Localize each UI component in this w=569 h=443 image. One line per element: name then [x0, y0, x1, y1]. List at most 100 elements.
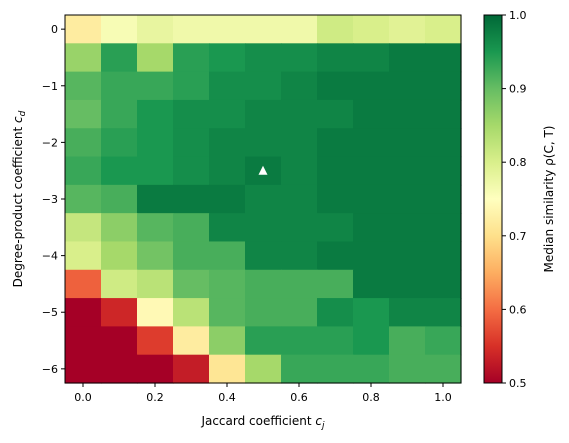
y-axis-ticks: 0 −1 −2 −3 −4 −5 −6	[42, 23, 65, 376]
heatmap-cell	[317, 43, 354, 73]
heatmap-cell	[101, 71, 138, 101]
heatmap-cell	[209, 99, 246, 129]
heatmap-cell	[173, 184, 210, 214]
heatmap-cell	[317, 241, 354, 271]
heatmap-cell	[281, 156, 318, 186]
colorbar-tick-label: 0.6	[509, 303, 527, 316]
heatmap-cell	[137, 128, 174, 158]
heatmap-cell	[65, 354, 102, 384]
heatmap-cell	[173, 298, 210, 327]
heatmap-cell	[317, 213, 354, 243]
heatmap-cell	[281, 99, 318, 129]
heatmap-cell	[101, 269, 138, 299]
heatmap-cell	[65, 43, 102, 73]
heatmap-cell	[137, 156, 174, 186]
heatmap-cell	[173, 326, 210, 356]
heatmap-cell	[353, 298, 390, 327]
heatmap-cell	[389, 213, 426, 243]
colorbar-ticks: 0.5 0.6 0.7 0.8 0.9 1.0	[502, 9, 527, 390]
heatmap-cell	[389, 99, 426, 129]
heatmap-cell	[65, 213, 102, 243]
heatmap-cell	[245, 184, 282, 214]
heatmap-cell	[425, 43, 462, 73]
heatmap-cell	[281, 71, 318, 101]
x-tick-label: 0.0	[74, 391, 92, 404]
heatmap-cell	[65, 99, 102, 129]
heatmap-cell	[389, 71, 426, 101]
heatmap-cell	[245, 71, 282, 101]
heatmap-cell	[101, 354, 138, 384]
heatmap-cell	[101, 128, 138, 158]
marker-layer	[258, 165, 268, 175]
colorbar-label: Median similarity ρ(C, T)	[542, 126, 556, 273]
heatmap-cell	[137, 15, 174, 44]
heatmap-cell	[353, 354, 390, 384]
heatmap-cell	[425, 128, 462, 158]
heatmap-cell	[317, 298, 354, 327]
heatmap-cell	[317, 354, 354, 384]
x-axis-ticks: 0.0 0.2 0.4 0.6 0.8 1.0	[74, 383, 452, 404]
heatmap-cell	[209, 241, 246, 271]
y-tick-label: −3	[42, 193, 58, 206]
x-tick-label: 0.8	[362, 391, 380, 404]
y-tick-label: −1	[42, 80, 58, 93]
colorbar-tick-label: 0.7	[509, 230, 527, 243]
heatmap-cell	[209, 354, 246, 384]
heatmap-cell	[65, 326, 102, 356]
heatmap-cell	[281, 43, 318, 73]
heatmap-cell	[137, 213, 174, 243]
heatmap-cell	[209, 43, 246, 73]
heatmap-cell	[209, 71, 246, 101]
heatmap-cell	[317, 184, 354, 214]
heatmap-cell	[353, 326, 390, 356]
heatmap-cell	[173, 128, 210, 158]
heatmap-cell	[389, 326, 426, 356]
heatmap-cell	[173, 71, 210, 101]
x-tick-label: 0.2	[146, 391, 164, 404]
heatmap-cell	[245, 99, 282, 129]
heatmap-cell	[65, 156, 102, 186]
heatmap-cell	[425, 71, 462, 101]
heatmap-cell	[101, 99, 138, 129]
heatmap-cell	[317, 156, 354, 186]
heatmap-cell	[281, 269, 318, 299]
heatmap-cell	[137, 71, 174, 101]
heatmap-cell	[173, 156, 210, 186]
heatmap-cell	[317, 71, 354, 101]
heatmap-cell	[173, 269, 210, 299]
y-tick-label: −6	[42, 363, 58, 376]
y-tick-label: −5	[42, 306, 58, 319]
heatmap-cell	[137, 43, 174, 73]
heatmap-cell	[389, 354, 426, 384]
heatmap-cell	[425, 269, 462, 299]
heatmap-cell	[389, 15, 426, 44]
heatmap-cell	[101, 43, 138, 73]
heatmap-cell	[101, 15, 138, 44]
heatmap-cell	[245, 326, 282, 356]
heatmap-cell	[425, 241, 462, 271]
heatmap-cell	[281, 213, 318, 243]
y-tick-label: −2	[42, 136, 58, 149]
heatmap-cell	[245, 241, 282, 271]
heatmap-cell	[281, 326, 318, 356]
heatmap-cell	[353, 213, 390, 243]
heatmap-cell	[281, 241, 318, 271]
heatmap-cell	[317, 269, 354, 299]
colorbar	[483, 14, 503, 384]
heatmap-cell	[173, 354, 210, 384]
x-tick-label: 0.6	[290, 391, 308, 404]
heatmap-cell	[65, 184, 102, 214]
heatmap-cell	[245, 15, 282, 44]
heatmap-cell	[209, 213, 246, 243]
heatmap-cell	[209, 184, 246, 214]
heatmap-cell	[65, 241, 102, 271]
x-tick-label: 1.0	[434, 391, 452, 404]
heatmap-cell	[389, 156, 426, 186]
heatmap-cell	[245, 43, 282, 73]
heatmap-cell	[389, 43, 426, 73]
heatmap-cell	[65, 15, 102, 44]
heatmap-cell	[425, 298, 462, 327]
heatmap-cell	[245, 213, 282, 243]
heatmap-cell	[209, 15, 246, 44]
